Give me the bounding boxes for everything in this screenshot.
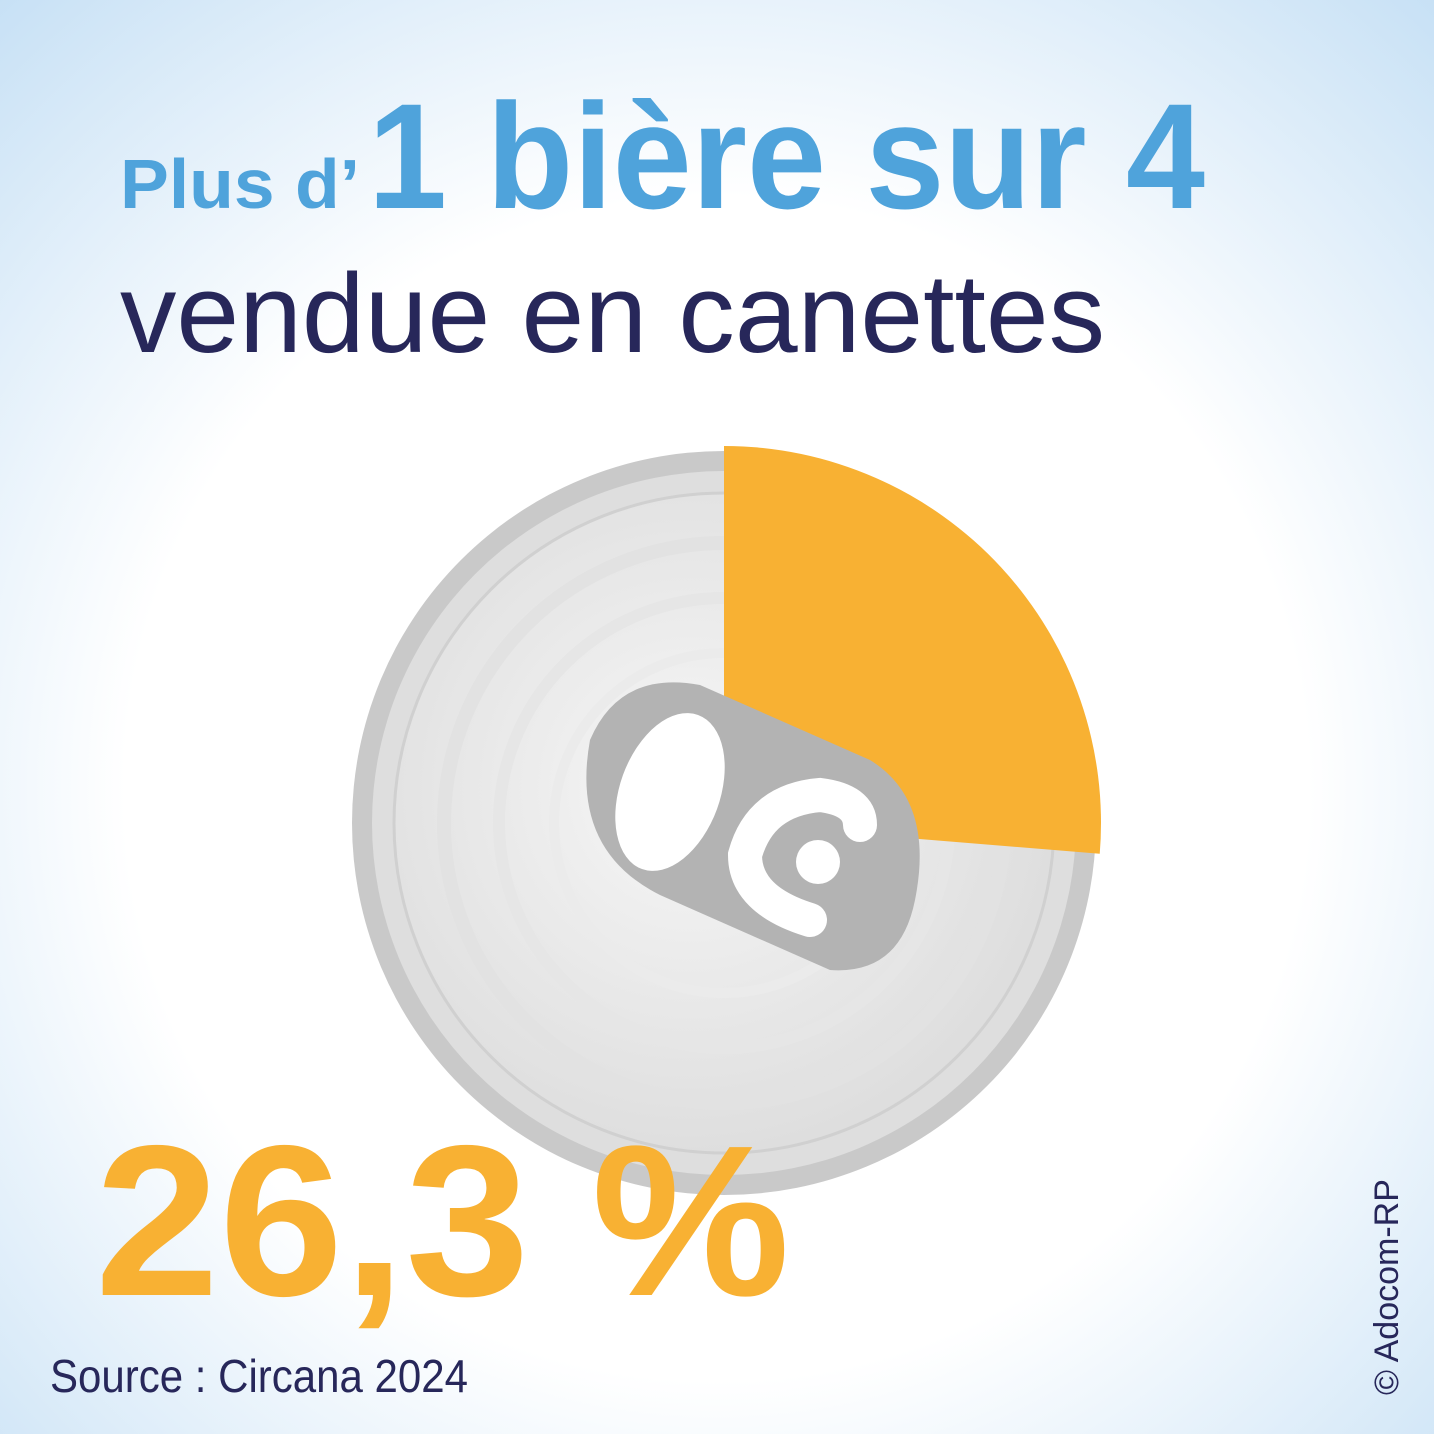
value-label: 26,3 % [95,1100,790,1341]
chart-title: 1 bière sur 4 [368,72,1205,240]
subtitle: vendue en canettes [120,251,1105,376]
title-lead: Plus d’ [120,145,360,223]
source: Source : Circana 2024 [50,1350,468,1402]
credit: © Adocom-RP [1368,1179,1406,1395]
pull-tab [586,682,920,971]
